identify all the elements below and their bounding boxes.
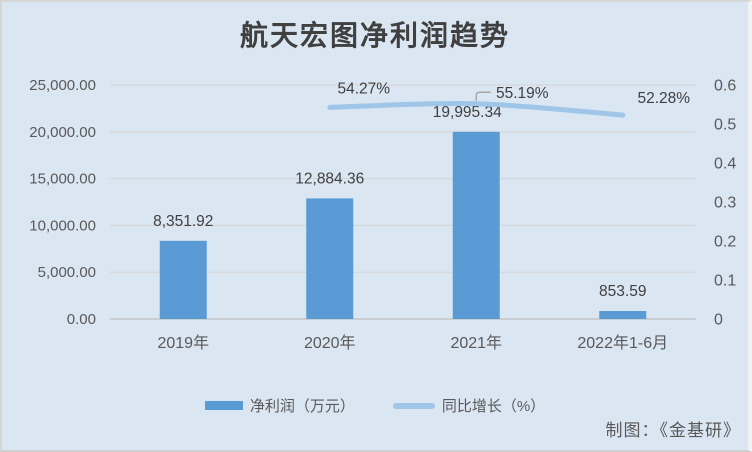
line-value-label: 52.28%	[637, 90, 690, 107]
right-axis-tick-label: 0	[714, 312, 723, 329]
bar-value-label: 19,995.34	[433, 104, 502, 121]
label-leader-line	[475, 91, 491, 101]
attribution-credit: 制图：《金基研》	[605, 421, 741, 440]
line-value-label: 54.27%	[337, 80, 390, 97]
legend-item-net-profit: 净利润（万元）	[204, 395, 355, 416]
bar	[159, 240, 207, 319]
x-axis-category-label: 2020年	[304, 334, 356, 352]
right-axis-tick-label: 0.1	[714, 273, 736, 290]
bar-value-label: 12,884.36	[295, 170, 364, 187]
left-axis-tick-label: 15,000.00	[29, 171, 96, 188]
left-axis-tick-label: 20,000.00	[29, 124, 96, 141]
chart-legend: 净利润（万元） 同比增长（%）	[2, 395, 748, 416]
bar-value-label: 853.59	[599, 283, 646, 300]
trend-line	[327, 101, 626, 118]
legend-label: 净利润（万元）	[249, 398, 355, 415]
bar	[306, 198, 354, 319]
bar	[452, 131, 500, 319]
line-value-label: 55.19%	[496, 85, 549, 102]
x-axis-category-label: 2019年	[157, 334, 209, 352]
left-axis-tick-label: 0.00	[67, 311, 96, 328]
legend-item-yoy-growth: 同比增长（%）	[392, 395, 546, 416]
legend-label: 同比增长（%）	[441, 398, 546, 415]
left-axis-tick-label: 10,000.00	[29, 217, 96, 234]
x-axis-category-label: 2021年	[450, 334, 502, 352]
right-axis-tick-label: 0.5	[714, 117, 736, 134]
left-axis-tick-label: 5,000.00	[38, 264, 96, 281]
bar-series-swatch-icon	[204, 401, 243, 410]
right-axis-tick-label: 0.3	[714, 195, 736, 212]
right-axis-tick-label: 0.4	[714, 156, 736, 173]
line-series-swatch-icon	[392, 402, 435, 409]
bar	[599, 311, 647, 319]
left-axis-tick-label: 25,000.00	[29, 77, 96, 94]
x-axis-category-label: 2022年1-6月	[577, 334, 668, 352]
bar-value-label: 8,351.92	[153, 213, 213, 230]
right-axis-tick-label: 0.2	[714, 234, 736, 251]
chart-title: 航天宏图净利润趋势	[239, 21, 510, 52]
right-axis-tick-label: 0.6	[714, 78, 736, 95]
